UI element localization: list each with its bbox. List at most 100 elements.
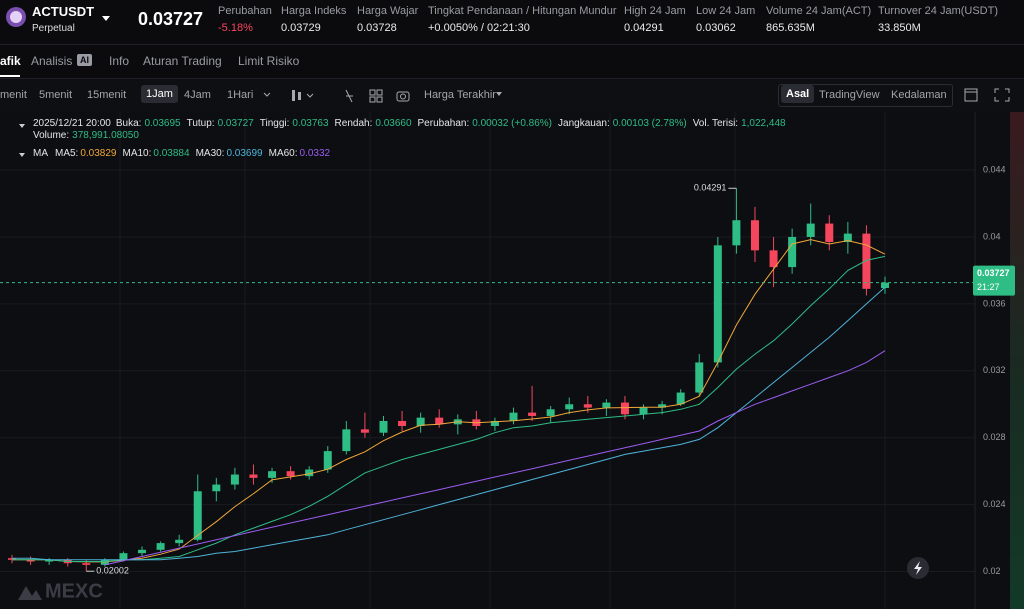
candle-body bbox=[825, 223, 834, 242]
tab[interactable]: Aturan Trading bbox=[143, 54, 222, 68]
view-option[interactable]: Kedalaman bbox=[891, 89, 947, 101]
candle-body bbox=[45, 559, 54, 562]
ohlc-value: 0.03695 bbox=[144, 118, 181, 129]
candle-body bbox=[676, 392, 685, 405]
interval[interactable]: 5menit bbox=[39, 89, 73, 101]
collapse-caret[interactable] bbox=[19, 153, 25, 157]
candle-body bbox=[862, 233, 871, 289]
stat-value: 0.04291 bbox=[624, 22, 664, 34]
candle-body bbox=[342, 429, 351, 452]
tab[interactable]: Limit Risiko bbox=[238, 54, 300, 68]
interval[interactable]: 15menit bbox=[87, 89, 127, 101]
ma-value: 0.03699 bbox=[226, 148, 263, 159]
ma-line bbox=[104, 350, 886, 566]
ohlc-value: 0.03763 bbox=[292, 118, 329, 129]
ma-name: MA60: bbox=[268, 148, 298, 159]
candle-body bbox=[416, 417, 425, 427]
stat-value: 33.850M bbox=[878, 22, 921, 34]
symbol-dropdown[interactable] bbox=[101, 15, 111, 23]
y-tick-label: 0.024 bbox=[983, 499, 1006, 509]
caret bbox=[496, 92, 502, 96]
panel-icons[interactable] bbox=[963, 87, 1013, 108]
collapse-caret[interactable] bbox=[19, 124, 25, 128]
quick-icon bbox=[914, 561, 922, 575]
candle-body bbox=[398, 420, 407, 427]
toolbar: menit 5menit 15menit 1Jam 4Jam 1Hari Harga Ter… bbox=[0, 79, 1024, 113]
candle-body bbox=[509, 412, 518, 421]
ai-badge: AI bbox=[77, 54, 92, 66]
volume-row: Volume: 378,991.08050 bbox=[33, 130, 139, 141]
stat-label: Harga Wajar bbox=[357, 5, 419, 17]
ohlc-label: Vol. Terisi: bbox=[692, 118, 739, 129]
candle-body bbox=[713, 245, 722, 363]
icons[interactable] bbox=[262, 87, 422, 105]
stat-label: Tingkat Pendanaan / Hitungan Mundur bbox=[428, 5, 617, 17]
candle-body bbox=[769, 250, 778, 268]
ohlc-label: Tinggi: bbox=[259, 118, 290, 129]
ma-value: 0.03829 bbox=[80, 148, 117, 159]
ma-value: 0.0332 bbox=[299, 148, 331, 159]
candle-body bbox=[138, 549, 147, 554]
max-label: 0.04291 bbox=[694, 183, 727, 193]
last-price: 0.03727 bbox=[138, 9, 204, 29]
interval[interactable]: 1Hari bbox=[227, 89, 254, 101]
ohlc-value: 0.03727 bbox=[217, 118, 254, 129]
tab[interactable]: Analisis bbox=[31, 54, 73, 68]
tab[interactable]: afik bbox=[0, 54, 21, 68]
tab[interactable]: Info bbox=[109, 54, 130, 68]
candle-body bbox=[583, 404, 592, 408]
candle-body bbox=[843, 233, 852, 242]
candle-body bbox=[435, 417, 444, 425]
coin-icon bbox=[6, 7, 26, 27]
tabs: afik Analisis Info Aturan Trading Limit Risi… bbox=[0, 45, 1024, 79]
ohlc-label: Tutup: bbox=[186, 118, 215, 129]
view-option[interactable]: Asal bbox=[781, 85, 815, 103]
watermark-logo bbox=[18, 586, 42, 600]
stat-label: Harga Indeks bbox=[281, 5, 347, 17]
symbol[interactable]: ACTUSDT bbox=[32, 4, 95, 19]
candle-body bbox=[82, 563, 91, 565]
ma-line bbox=[12, 239, 886, 563]
ma-name: MA5: bbox=[55, 148, 79, 159]
interval[interactable]: menit bbox=[0, 89, 27, 101]
ma-title: MA bbox=[33, 148, 48, 159]
ohlc-label: Rendah: bbox=[334, 118, 373, 129]
candle-body bbox=[119, 553, 128, 560]
candle-body bbox=[305, 469, 314, 477]
volume-label: Volume: bbox=[33, 130, 70, 141]
candle-body bbox=[528, 412, 537, 416]
stat-label: Volume 24 Jam(ACT) bbox=[766, 5, 872, 17]
countdown: 21:27 bbox=[977, 282, 1000, 292]
contract-type: Perpetual bbox=[32, 23, 75, 34]
stat-label: Low 24 Jam bbox=[696, 5, 756, 17]
view-option[interactable]: TradingView bbox=[819, 89, 880, 101]
candle-body bbox=[565, 404, 574, 410]
interval[interactable]: 4Jam bbox=[184, 89, 211, 101]
chart-bg bbox=[0, 112, 1024, 609]
ma-name: MA10: bbox=[122, 148, 152, 159]
ma-value: 0.03884 bbox=[153, 148, 190, 159]
min-label: 0.02002 bbox=[96, 566, 129, 576]
stat-value: +0.0050% / 02:21:30 bbox=[428, 22, 530, 34]
edge-strip bbox=[1010, 112, 1024, 609]
interval[interactable]: 1Jam bbox=[141, 85, 178, 103]
ohlc-label: Jangkauan: bbox=[558, 118, 610, 129]
y-tick-label: 0.028 bbox=[983, 432, 1006, 442]
ohlc-value: 0.03660 bbox=[375, 118, 412, 129]
y-tick-label: 0.044 bbox=[983, 164, 1006, 174]
stat-value: 0.03728 bbox=[357, 22, 397, 34]
candle-body bbox=[249, 474, 258, 478]
panel-icons[interactable] bbox=[963, 87, 1013, 103]
tab-underline bbox=[0, 75, 20, 77]
stat-value: 0.03729 bbox=[281, 22, 321, 34]
candle-body bbox=[602, 402, 611, 408]
candle-body bbox=[639, 407, 648, 415]
candle-body bbox=[379, 420, 388, 433]
stat-label: Turnover 24 Jam(USDT) bbox=[878, 5, 999, 17]
candle-body bbox=[230, 474, 239, 485]
price-source[interactable]: Harga Terakhir bbox=[424, 89, 496, 101]
candle-body bbox=[695, 362, 704, 393]
price-tag-value: 0.03727 bbox=[977, 268, 1010, 278]
stat-value: 865.635M bbox=[766, 22, 815, 34]
